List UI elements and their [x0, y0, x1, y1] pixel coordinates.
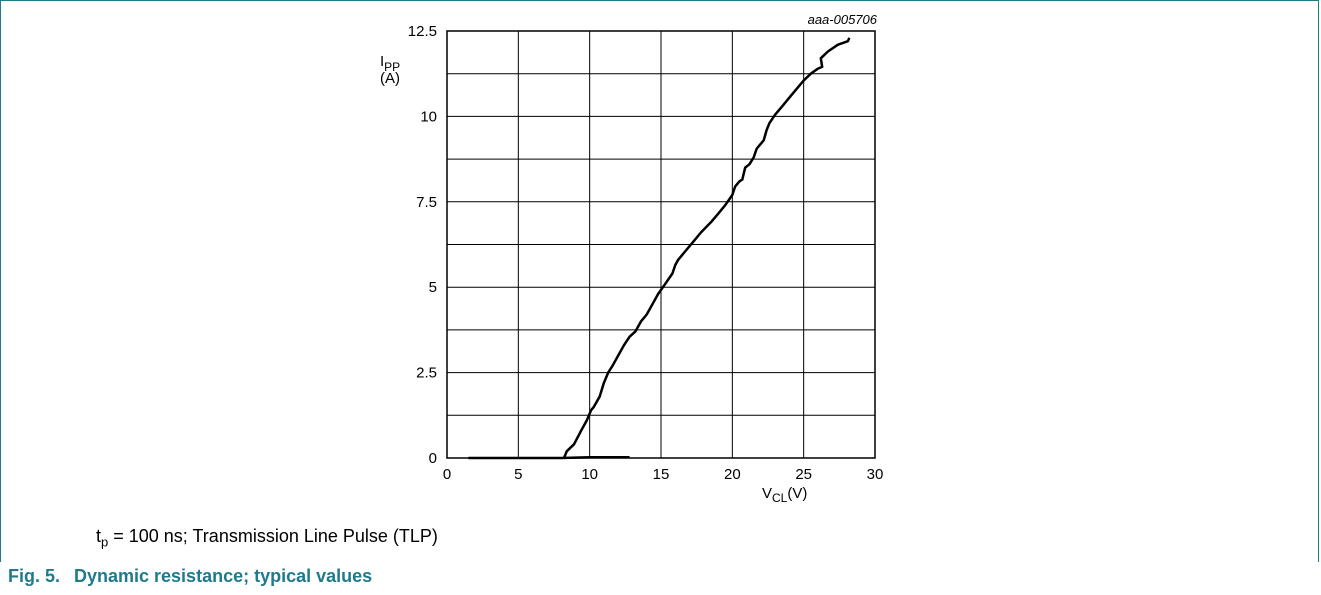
x-tick-label: 5 [514, 466, 522, 483]
grid [446, 30, 876, 459]
y-axis-title: IPP [380, 53, 400, 74]
y-tick-label: 10 [420, 108, 437, 125]
condition-symbol: t [96, 526, 102, 546]
x-tick-label: 25 [795, 466, 812, 483]
series-line-2 [562, 37, 851, 459]
figure-caption: Fig. 5. Dynamic resistance; typical value… [8, 566, 372, 587]
series-line-1 [468, 456, 630, 460]
condition-note: tp = 100 ns; Transmission Line Pulse (TL… [96, 526, 438, 550]
plot-border [446, 30, 876, 459]
condition-subscript: p [101, 534, 109, 550]
series-group [468, 37, 851, 460]
y-tick-label: 5 [429, 279, 437, 296]
y-tick-label: 2.5 [416, 365, 437, 382]
x-axis-title: VCL(V) [762, 485, 807, 505]
figure-frame [0, 0, 1319, 562]
y-axis-subscript: PP [384, 60, 400, 74]
chart: 0 2.5 5 7.5 10 12.5 0 5 10 15 20 25 30 aaa-005706 I… [380, 12, 884, 505]
x-axis-unit: (V) [787, 485, 807, 502]
figure-number: Fig. 5. [8, 566, 61, 586]
x-tick-labels: 0 5 10 15 20 25 30 [443, 466, 884, 483]
figure-title: Dynamic resistance; typical values [74, 566, 373, 586]
y-axis-unit: (A) [380, 70, 400, 87]
y-axis-symbol: I [380, 53, 384, 70]
condition-text: = 100 ns; Transmission Line Pulse (TLP) [108, 526, 438, 546]
x-tick-label: 0 [443, 466, 451, 483]
x-tick-label: 20 [724, 466, 741, 483]
figure-id: aaa-005706 [808, 12, 878, 27]
x-tick-label: 15 [653, 466, 670, 483]
x-axis-symbol: V [762, 485, 772, 502]
y-tick-label: 0 [429, 450, 437, 467]
x-tick-label: 10 [581, 466, 598, 483]
x-axis-subscript: CL [772, 491, 788, 505]
y-tick-label: 12.5 [408, 23, 437, 40]
x-tick-label: 30 [867, 466, 884, 483]
y-tick-label: 7.5 [416, 194, 437, 211]
y-tick-labels: 0 2.5 5 7.5 10 12.5 [408, 23, 437, 467]
